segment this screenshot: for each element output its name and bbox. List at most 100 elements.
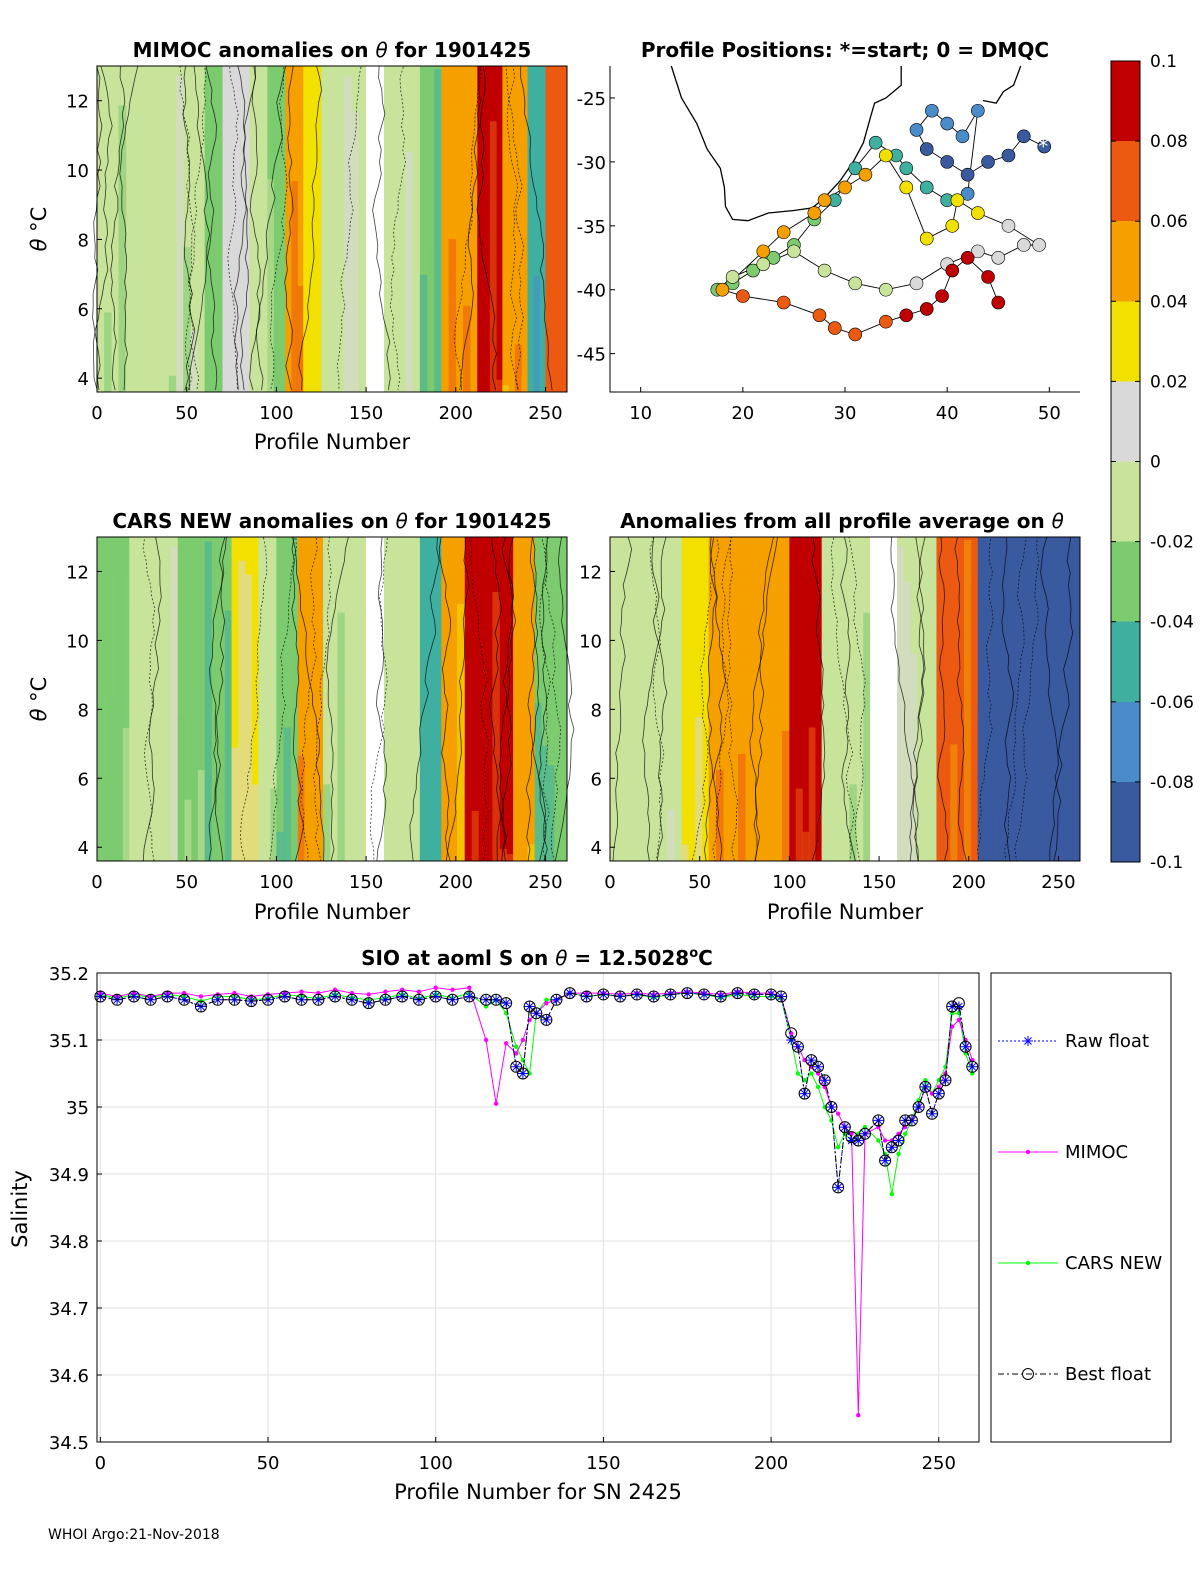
heatmap-cell xyxy=(738,753,746,861)
series-point xyxy=(433,985,438,990)
profile-marker xyxy=(858,167,873,182)
mimoc-anomaly-xticks: 0 50 100 150 200 250 xyxy=(91,387,563,424)
heatmap-cell xyxy=(122,727,130,861)
heatmap-cell xyxy=(723,541,732,861)
series-point xyxy=(467,985,472,990)
heatmap-cell xyxy=(116,576,124,861)
heatmap-cell xyxy=(449,709,458,861)
series-point xyxy=(144,993,157,1006)
y-tick-label: 35 xyxy=(66,1098,89,1119)
series-point xyxy=(95,991,106,1002)
heatmap-cell xyxy=(129,607,137,861)
y-tick-label: 34.9 xyxy=(49,1165,89,1186)
heatmap-cell xyxy=(1036,854,1044,861)
series-point xyxy=(949,1024,955,1029)
heatmap-cell xyxy=(957,718,965,861)
heatmap-cell xyxy=(419,744,428,861)
series-point xyxy=(295,993,308,1006)
contour-line xyxy=(712,536,734,862)
mimoc-anomaly-yticks: 4 6 8 10 12 xyxy=(66,92,102,390)
profile-marker xyxy=(960,250,975,265)
series-point xyxy=(483,1037,489,1043)
profile-marker xyxy=(945,263,960,278)
heatmap-cell xyxy=(478,634,487,861)
cars-anomaly-xticks: 0 50 100 150 200 250 xyxy=(91,856,563,893)
colorbar-tick-label: -0.04 xyxy=(1150,613,1194,633)
x-tick-label: 150 xyxy=(349,403,383,424)
series-point xyxy=(926,1107,939,1120)
contour-line xyxy=(977,536,994,862)
profile-marker xyxy=(838,180,852,195)
salinity-xlabel: Profile Number for SN 2425 xyxy=(394,1480,682,1504)
heatmap-cell xyxy=(1058,844,1066,861)
cars-anomaly-bands xyxy=(97,537,568,861)
contour-line xyxy=(1040,536,1062,862)
contour-line xyxy=(179,65,196,391)
x-tick-label: 20 xyxy=(731,403,754,424)
heatmap-cell xyxy=(118,105,127,392)
heatmap-cell xyxy=(197,212,206,392)
heatmap-cell xyxy=(638,727,647,861)
heatmap-cell xyxy=(229,140,237,392)
profile-marker xyxy=(940,155,954,169)
heatmap-cell xyxy=(304,700,311,861)
legend-label: MIMOC xyxy=(1065,1142,1128,1163)
heatmap-cell xyxy=(774,784,783,861)
heatmap-cell xyxy=(103,781,111,861)
series-point xyxy=(178,993,191,1006)
heatmap-cell xyxy=(351,111,360,392)
contour-line xyxy=(1049,536,1074,862)
heatmap-cell xyxy=(1072,745,1081,861)
mimoc-anomaly-panel: MIMOC anomalies on θ for 1901425 0 50 100 1… xyxy=(27,38,568,454)
heatmap-cell xyxy=(351,582,360,861)
contour-line xyxy=(525,536,540,862)
contour-line xyxy=(642,536,668,862)
heatmap-cell xyxy=(175,75,184,392)
series-point xyxy=(379,993,392,1006)
heatmap-cell xyxy=(470,341,478,392)
heatmap-cell xyxy=(261,261,268,392)
heatmap-cell xyxy=(236,277,244,392)
series-point xyxy=(748,988,761,1001)
series-point xyxy=(905,1114,918,1127)
heatmap-cell xyxy=(125,258,134,392)
heatmap-cell xyxy=(541,745,549,861)
heatmap-band xyxy=(545,66,568,392)
series-point xyxy=(858,1127,871,1140)
contour-line xyxy=(539,536,551,862)
series-point xyxy=(845,1131,858,1144)
contour-line xyxy=(467,536,490,862)
series-point xyxy=(630,988,643,1001)
mimoc-anomaly-xlabel: Profile Number xyxy=(254,430,411,454)
heatmap-cell xyxy=(681,844,689,861)
profile-marker xyxy=(899,308,914,323)
y-tick-label: -35 xyxy=(577,217,606,238)
heatmap-cell xyxy=(521,375,529,392)
heatmap-cell xyxy=(448,239,457,392)
series-point xyxy=(383,989,388,994)
series-point xyxy=(313,994,324,1005)
y-tick-label: 34.5 xyxy=(49,1433,89,1454)
series-point xyxy=(580,990,593,1003)
profile-marker xyxy=(715,282,730,297)
series-point xyxy=(597,988,610,1001)
contour-line xyxy=(1014,536,1040,862)
series-point xyxy=(380,994,391,1005)
heatmap-cell xyxy=(815,651,823,861)
heatmap-cell xyxy=(910,653,918,861)
profile-marker xyxy=(991,295,1006,310)
profile-marker xyxy=(925,103,939,118)
profile-marker xyxy=(807,206,822,220)
heatmap-cell xyxy=(863,612,871,861)
contour-line xyxy=(454,65,482,391)
heatmap-cell xyxy=(303,230,310,392)
legend-marker xyxy=(1025,1149,1031,1155)
series-point xyxy=(959,1040,972,1053)
series-point xyxy=(463,990,476,1003)
all-profile-anomaly-xlabel: Profile Number xyxy=(767,900,924,924)
series-point xyxy=(299,989,304,994)
profile-positions-xticks: 10 20 30 40 50 xyxy=(629,387,1061,424)
heatmap-band xyxy=(366,537,385,861)
heatmap-cell xyxy=(218,753,226,861)
heatmap-cell xyxy=(674,703,683,861)
